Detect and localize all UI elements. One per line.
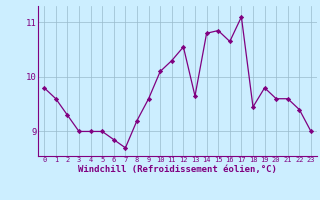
X-axis label: Windchill (Refroidissement éolien,°C): Windchill (Refroidissement éolien,°C) (78, 165, 277, 174)
